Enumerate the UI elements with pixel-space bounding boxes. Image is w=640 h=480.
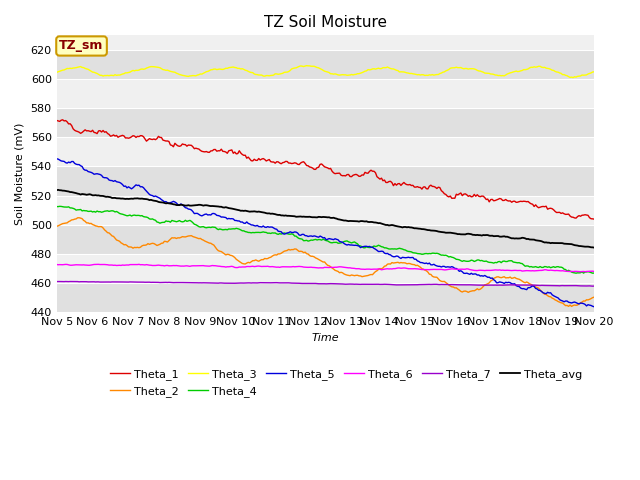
Theta_4 (214, 227, 222, 232)
Theta_4 (562, 267, 570, 273)
Text: TZ_sm: TZ_sm (60, 39, 104, 52)
Bar (57, 167, 594, 195)
Theta_1 (562, 212, 570, 217)
Bar (57, 108, 594, 137)
Theta_3 (118, 71, 126, 77)
Theta_1 (289, 160, 297, 166)
Theta_2 (76, 215, 83, 221)
Theta_6 (562, 268, 570, 274)
Theta_avg (590, 245, 598, 251)
Theta_3 (590, 69, 598, 75)
Theta_5 (213, 213, 221, 218)
Line: Theta_avg: Theta_avg (57, 190, 594, 248)
Theta_3 (569, 75, 577, 81)
Theta_avg (562, 241, 570, 247)
Theta_2 (232, 256, 240, 262)
Theta_avg (289, 213, 297, 219)
Bar (57, 195, 594, 225)
Theta_4 (56, 204, 63, 209)
Theta_3 (303, 63, 310, 69)
Legend: Theta_1, Theta_2, Theta_3, Theta_4, Theta_5, Theta_6, Theta_7, Theta_avg: Theta_1, Theta_2, Theta_3, Theta_4, Thet… (105, 365, 587, 401)
Theta_7 (241, 280, 249, 286)
Theta_2 (568, 303, 575, 309)
Theta_5 (590, 304, 598, 310)
Theta_7 (562, 283, 570, 288)
Line: Theta_5: Theta_5 (57, 159, 594, 307)
Theta_avg (214, 204, 222, 209)
Theta_2 (590, 294, 598, 300)
Theta_7 (590, 283, 598, 289)
Theta_6 (289, 264, 297, 269)
Bar (57, 254, 594, 283)
Line: Theta_6: Theta_6 (57, 264, 594, 272)
Theta_4 (120, 212, 128, 217)
Line: Theta_7: Theta_7 (57, 281, 594, 286)
Line: Theta_1: Theta_1 (57, 120, 594, 219)
Theta_4 (232, 226, 240, 231)
Theta_7 (214, 280, 222, 286)
Theta_1 (53, 118, 61, 123)
Theta_6 (53, 262, 61, 267)
Theta_6 (590, 268, 598, 274)
Theta_3 (213, 67, 221, 72)
Line: Theta_3: Theta_3 (57, 66, 594, 78)
Theta_3 (288, 66, 296, 72)
Bar (57, 50, 594, 79)
Theta_1 (214, 148, 222, 154)
Bar (57, 79, 594, 108)
Line: Theta_2: Theta_2 (57, 218, 594, 306)
Theta_6 (241, 264, 249, 270)
Theta_4 (572, 270, 580, 276)
Theta_2 (289, 247, 297, 252)
Theta_avg (120, 196, 128, 202)
Theta_1 (120, 133, 128, 139)
Line: Theta_4: Theta_4 (57, 206, 594, 273)
Theta_2 (241, 261, 249, 267)
Theta_5 (288, 229, 296, 235)
Theta_5 (240, 220, 248, 226)
Y-axis label: Soil Moisture (mV): Soil Moisture (mV) (15, 122, 25, 225)
Theta_7 (69, 278, 77, 284)
Theta_2 (120, 242, 128, 248)
Theta_3 (53, 70, 61, 75)
Theta_6 (120, 263, 128, 268)
Theta_3 (240, 66, 248, 72)
Theta_5 (231, 217, 239, 223)
Theta_7 (589, 283, 596, 289)
Theta_5 (560, 299, 568, 305)
Theta_6 (232, 265, 240, 271)
Theta_avg (232, 207, 240, 213)
Theta_6 (95, 262, 102, 267)
Theta_1 (590, 216, 598, 222)
Theta_3 (231, 65, 239, 71)
Theta_7 (289, 280, 297, 286)
Theta_4 (590, 270, 598, 276)
Theta_7 (120, 279, 128, 285)
Theta_3 (562, 72, 570, 78)
Theta_6 (581, 269, 589, 275)
Bar (57, 283, 594, 312)
X-axis label: Time: Time (312, 333, 339, 343)
Theta_1 (232, 151, 240, 157)
Theta_4 (53, 204, 61, 209)
Theta_5 (53, 156, 61, 162)
Theta_avg (53, 187, 61, 193)
Theta_7 (232, 280, 240, 286)
Bar (57, 225, 594, 254)
Theta_2 (214, 248, 222, 253)
Theta_4 (241, 229, 249, 235)
Theta_7 (53, 279, 61, 285)
Theta_avg (241, 208, 249, 214)
Theta_6 (214, 264, 222, 269)
Theta_2 (562, 303, 570, 309)
Theta_2 (53, 223, 61, 229)
Theta_5 (118, 182, 126, 188)
Theta_1 (241, 152, 249, 158)
Theta_4 (289, 231, 297, 237)
Theta_1 (59, 117, 67, 123)
Theta_avg (54, 187, 62, 193)
Title: TZ Soil Moisture: TZ Soil Moisture (264, 15, 387, 30)
Bar (57, 137, 594, 167)
